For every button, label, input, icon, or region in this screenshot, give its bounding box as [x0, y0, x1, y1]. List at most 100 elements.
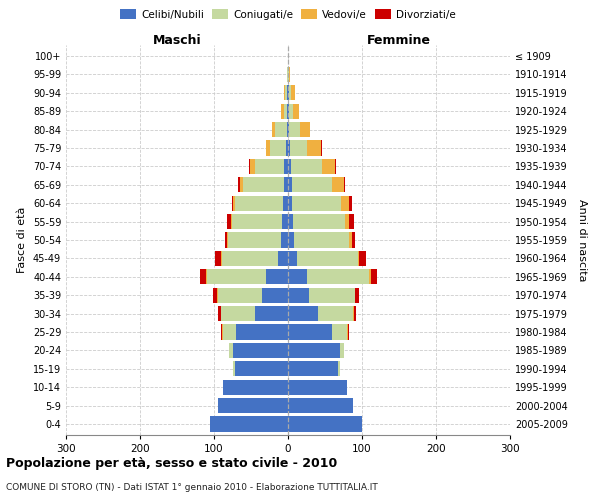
Bar: [222, 324, 223, 340]
Bar: [228, 232, 281, 248]
Bar: [288, 214, 293, 229]
Bar: [355, 288, 359, 302]
Text: Femmine: Femmine: [367, 34, 431, 47]
Bar: [254, 306, 288, 321]
Bar: [266, 140, 269, 156]
Bar: [309, 288, 355, 302]
Bar: [288, 140, 290, 156]
Bar: [227, 232, 228, 248]
Bar: [322, 159, 335, 174]
Bar: [287, 104, 288, 119]
Bar: [218, 398, 288, 413]
Text: Popolazione per età, sesso e stato civile - 2010: Popolazione per età, sesso e stato civil…: [6, 458, 337, 470]
Bar: [218, 288, 262, 302]
Bar: [284, 86, 285, 100]
Bar: [284, 104, 287, 119]
Bar: [238, 178, 240, 192]
Bar: [288, 232, 294, 248]
Bar: [284, 159, 288, 174]
Bar: [288, 251, 297, 266]
Bar: [288, 324, 332, 340]
Bar: [288, 178, 292, 192]
Bar: [233, 343, 288, 358]
Bar: [349, 214, 354, 229]
Bar: [231, 214, 232, 229]
Bar: [225, 232, 227, 248]
Bar: [232, 196, 233, 211]
Bar: [288, 196, 292, 211]
Bar: [288, 306, 317, 321]
Bar: [332, 178, 343, 192]
Bar: [227, 214, 231, 229]
Bar: [291, 86, 295, 100]
Bar: [345, 214, 349, 229]
Bar: [272, 122, 275, 137]
Bar: [287, 122, 288, 137]
Bar: [283, 196, 288, 211]
Bar: [317, 306, 353, 321]
Bar: [223, 324, 236, 340]
Bar: [288, 269, 307, 284]
Bar: [293, 214, 345, 229]
Bar: [289, 86, 291, 100]
Bar: [307, 140, 322, 156]
Bar: [213, 288, 217, 302]
Bar: [352, 232, 355, 248]
Bar: [293, 104, 299, 119]
Bar: [292, 196, 341, 211]
Bar: [232, 214, 282, 229]
Bar: [281, 232, 288, 248]
Bar: [235, 361, 288, 376]
Bar: [288, 380, 347, 394]
Bar: [347, 324, 348, 340]
Bar: [287, 67, 288, 82]
Bar: [284, 178, 288, 192]
Text: COMUNE DI STORO (TN) - Dati ISTAT 1° gennaio 2010 - Elaborazione TUTTITALIA.IT: COMUNE DI STORO (TN) - Dati ISTAT 1° gen…: [6, 482, 378, 492]
Bar: [349, 196, 352, 211]
Bar: [288, 67, 289, 82]
Bar: [229, 343, 233, 358]
Bar: [340, 343, 344, 358]
Bar: [221, 306, 254, 321]
Bar: [235, 196, 283, 211]
Y-axis label: Anni di nascita: Anni di nascita: [577, 198, 587, 281]
Bar: [348, 324, 349, 340]
Bar: [341, 196, 349, 211]
Bar: [218, 306, 221, 321]
Bar: [240, 178, 243, 192]
Text: Maschi: Maschi: [152, 34, 202, 47]
Legend: Celibi/Nubili, Coniugati/e, Vedovi/e, Divorziati/e: Celibi/Nubili, Coniugati/e, Vedovi/e, Di…: [116, 6, 460, 24]
Bar: [206, 269, 266, 284]
Bar: [370, 269, 371, 284]
Bar: [249, 159, 250, 174]
Bar: [233, 361, 235, 376]
Bar: [200, 269, 206, 284]
Bar: [285, 86, 287, 100]
Bar: [359, 251, 367, 266]
Bar: [282, 214, 288, 229]
Bar: [343, 178, 345, 192]
Bar: [221, 324, 222, 340]
Bar: [297, 251, 358, 266]
Bar: [354, 306, 356, 321]
Bar: [288, 104, 289, 119]
Bar: [255, 159, 284, 174]
Bar: [223, 380, 288, 394]
Bar: [290, 140, 307, 156]
Bar: [281, 104, 284, 119]
Bar: [291, 159, 322, 174]
Bar: [294, 232, 349, 248]
Bar: [287, 86, 288, 100]
Bar: [288, 159, 291, 174]
Bar: [236, 324, 288, 340]
Bar: [300, 122, 310, 137]
Bar: [266, 269, 288, 284]
Bar: [353, 306, 354, 321]
Bar: [275, 122, 287, 137]
Bar: [222, 251, 278, 266]
Bar: [288, 122, 289, 137]
Bar: [233, 196, 235, 211]
Bar: [292, 178, 332, 192]
Bar: [289, 67, 290, 82]
Bar: [288, 343, 340, 358]
